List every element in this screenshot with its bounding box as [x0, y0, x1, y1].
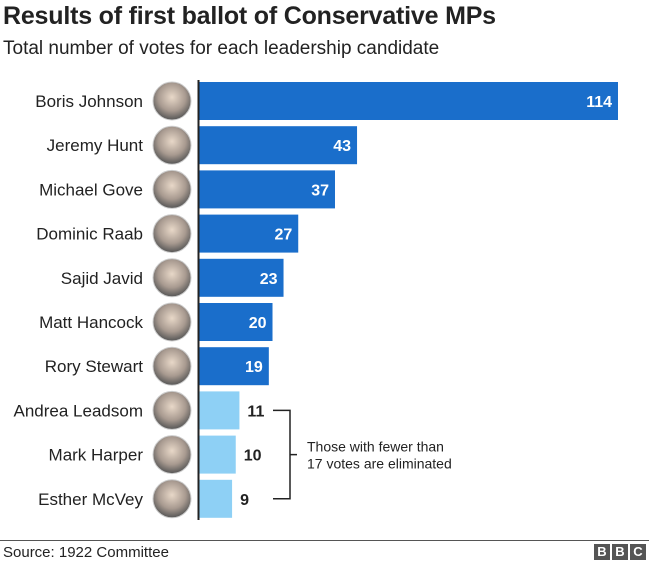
candidate-photo [152, 302, 192, 342]
bar [199, 303, 273, 341]
annotation-text: Those with fewer than [307, 439, 444, 455]
data-label: 11 [247, 403, 264, 420]
category-label: Sajid Javid [61, 269, 143, 288]
bbc-logo-c: C [630, 544, 646, 560]
category-label: Rory Stewart [45, 357, 144, 376]
bar [199, 347, 269, 386]
bar [199, 82, 618, 120]
bbc-logo-b1: B [594, 544, 610, 560]
category-label: Michael Gove [39, 180, 143, 199]
candidate-photo [152, 346, 192, 386]
candidate-photo [152, 390, 192, 430]
bar [199, 214, 299, 253]
chart-title: Results of first ballot of Conservative … [3, 2, 496, 30]
candidate-photo [152, 81, 192, 121]
bar [199, 479, 233, 518]
bar [199, 258, 284, 297]
bbc-logo-b2: B [612, 544, 628, 560]
data-label: 27 [274, 227, 292, 244]
chart-subtitle: Total number of votes for each leadershi… [3, 38, 440, 59]
bbc-logo: B B C [594, 544, 646, 560]
category-label: Esther McVey [38, 490, 143, 509]
source-note: Source: 1922 Committee [3, 544, 169, 561]
annotation-text: 17 votes are eliminated [307, 456, 452, 472]
bar [199, 391, 240, 430]
candidate-photo [152, 479, 192, 519]
data-label: 37 [311, 182, 329, 199]
elimination-bracket [273, 409, 297, 500]
footer-divider [0, 540, 649, 541]
candidate-photo [152, 169, 192, 209]
candidate-photo [152, 435, 192, 475]
category-label: Andrea Leadsom [14, 401, 143, 420]
data-label: 9 [240, 492, 249, 509]
candidate-photo [152, 214, 192, 254]
data-label: 43 [333, 138, 351, 155]
data-label: 114 [586, 94, 612, 111]
data-label: 19 [245, 359, 263, 376]
bar [199, 435, 236, 474]
bar-chart: Boris Johnson 114 Jeremy Hunt 43 Michael Gov… [14, 80, 618, 520]
bar [199, 126, 358, 165]
category-label: Boris Johnson [35, 92, 143, 111]
bar [199, 170, 335, 209]
data-label: 20 [249, 315, 267, 332]
data-label: 10 [244, 448, 262, 465]
category-label: Mark Harper [49, 446, 144, 465]
candidate-photo [152, 258, 192, 298]
candidate-photo [152, 125, 192, 165]
category-label: Jeremy Hunt [47, 136, 144, 155]
data-label: 23 [260, 271, 278, 288]
category-label: Dominic Raab [36, 225, 143, 244]
category-label: Matt Hancock [39, 313, 143, 332]
